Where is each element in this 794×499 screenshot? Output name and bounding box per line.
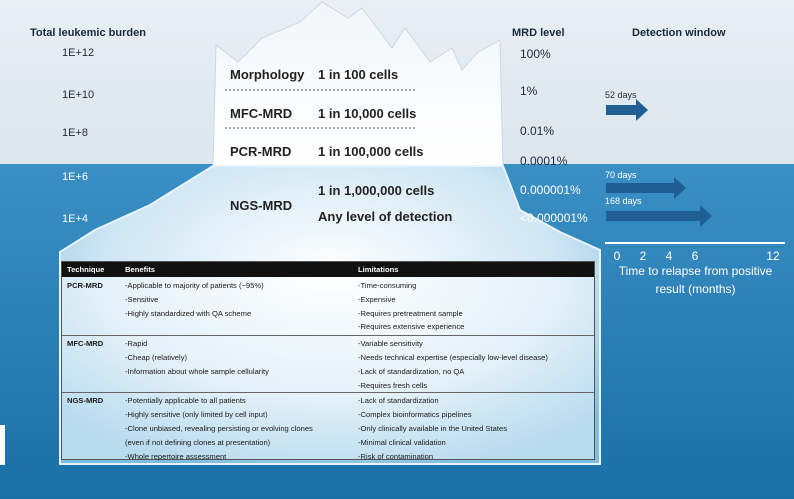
detection-title: Detection window — [632, 27, 726, 39]
technique: PCR-MRD — [67, 281, 103, 290]
limitation: -Time-consuming — [358, 281, 417, 290]
benefit: -Highly sensitive (only limited by cell … — [125, 410, 268, 420]
iceberg-top — [212, 1, 504, 167]
sensitivity: 1 in 100 cells — [318, 67, 399, 82]
mrd-level: <0.000001% — [520, 211, 588, 225]
table-row: PCR-MRD -Applicable to majority of patien… — [62, 278, 594, 335]
arrow-label: 52 days — [605, 90, 637, 100]
method: Morphology — [230, 67, 305, 82]
limitation: -Expensive — [358, 294, 396, 304]
mrd-level: 0.0001% — [520, 154, 568, 168]
arrow-label: 70 days — [605, 170, 637, 180]
mrd-level: 0.000001% — [520, 183, 581, 197]
iceberg-bottom — [59, 165, 601, 465]
burden-level: 1E+4 — [62, 213, 88, 225]
benefit: -Information about whole sample cellular… — [125, 366, 269, 376]
mrd-level: 1% — [520, 84, 538, 98]
time-tick: 0 — [613, 249, 621, 263]
limitation: -Requires pretreatment sample — [358, 308, 463, 318]
benefit: -Rapid — [125, 339, 148, 349]
method: PCR-MRD — [230, 144, 292, 159]
limitation: -Variable sensitivity — [358, 339, 423, 349]
table-row: NGS-MRD -Potentially applicable to all pa… — [62, 392, 594, 464]
sensitivity: 1 in 10,000 cells — [318, 106, 417, 121]
benefit: -Sensitive — [125, 294, 159, 304]
limitation: -Risk of contamination — [358, 451, 434, 461]
table-row: MFC-MRD -Rapid -Cheap (relatively) -Informa… — [62, 335, 594, 393]
sensitivity: 1 in 1,000,000 cells — [318, 183, 435, 198]
time-axis-label: Time to relapse from positive result (mo… — [618, 264, 773, 296]
arrow — [606, 99, 648, 121]
detection-note: Any level of detection — [318, 209, 453, 224]
limitation: -Requires extensive experience — [358, 322, 465, 332]
benefit: -Whole repertoire assessment — [125, 451, 227, 461]
benefit: -Clone unbiased, revealing persisting or… — [125, 423, 313, 433]
limitation: -Lack of standardization — [358, 396, 439, 406]
method: MFC-MRD — [230, 106, 293, 121]
method: NGS-MRD — [230, 198, 293, 213]
time-tick: 2 — [639, 249, 647, 263]
left-title: Total leukemic burden — [30, 27, 146, 39]
header-cell: Technique — [67, 265, 105, 274]
benefit: -Highly standardized with QA scheme — [125, 308, 252, 318]
burden-level: 1E+10 — [62, 89, 95, 101]
limitation: -Minimal clinical validation — [358, 437, 446, 447]
burden-level: 1E+12 — [62, 47, 95, 59]
table-header: Technique Benefits Limitations — [62, 262, 594, 277]
technique: NGS-MRD — [67, 396, 104, 406]
arrow — [606, 177, 686, 199]
arrow-label: 168 days — [605, 196, 642, 206]
sensitivity: 1 in 100,000 cells — [318, 144, 424, 159]
arrow — [606, 205, 712, 227]
comparison-table: Technique Benefits Limitations PCR-MRD -Appl… — [61, 261, 595, 461]
technique: MFC-MRD — [67, 339, 104, 349]
burden-level: 1E+6 — [62, 171, 88, 183]
header-cell: Benefits — [125, 265, 155, 274]
header-cell: Limitations — [358, 265, 399, 274]
limitation: -Needs technical expertise (especially l… — [358, 352, 548, 362]
mrd-level: 0.01% — [520, 124, 555, 138]
mrd-level: 100% — [520, 47, 551, 61]
mrd-title: MRD level — [512, 27, 565, 39]
time-tick: 12 — [766, 249, 780, 263]
benefit: -Applicable to majority of patients (~95… — [125, 281, 264, 290]
benefit: -Potentially applicable to all patients — [125, 396, 246, 406]
limitation: -Requires fresh cells — [358, 380, 428, 390]
time-tick: 4 — [665, 249, 673, 263]
limitation: -Only clinically available in the United… — [358, 423, 507, 433]
burden-level: 1E+8 — [62, 127, 88, 139]
benefit: (even if not defining clones at presenta… — [125, 437, 271, 447]
limitation: -Complex bioinformatics pipelines — [358, 410, 472, 420]
time-tick: 6 — [691, 249, 699, 263]
edge-mark — [0, 425, 5, 465]
benefit: -Cheap (relatively) — [125, 352, 188, 362]
limitation: -Lack of standardization, no QA — [358, 366, 465, 376]
